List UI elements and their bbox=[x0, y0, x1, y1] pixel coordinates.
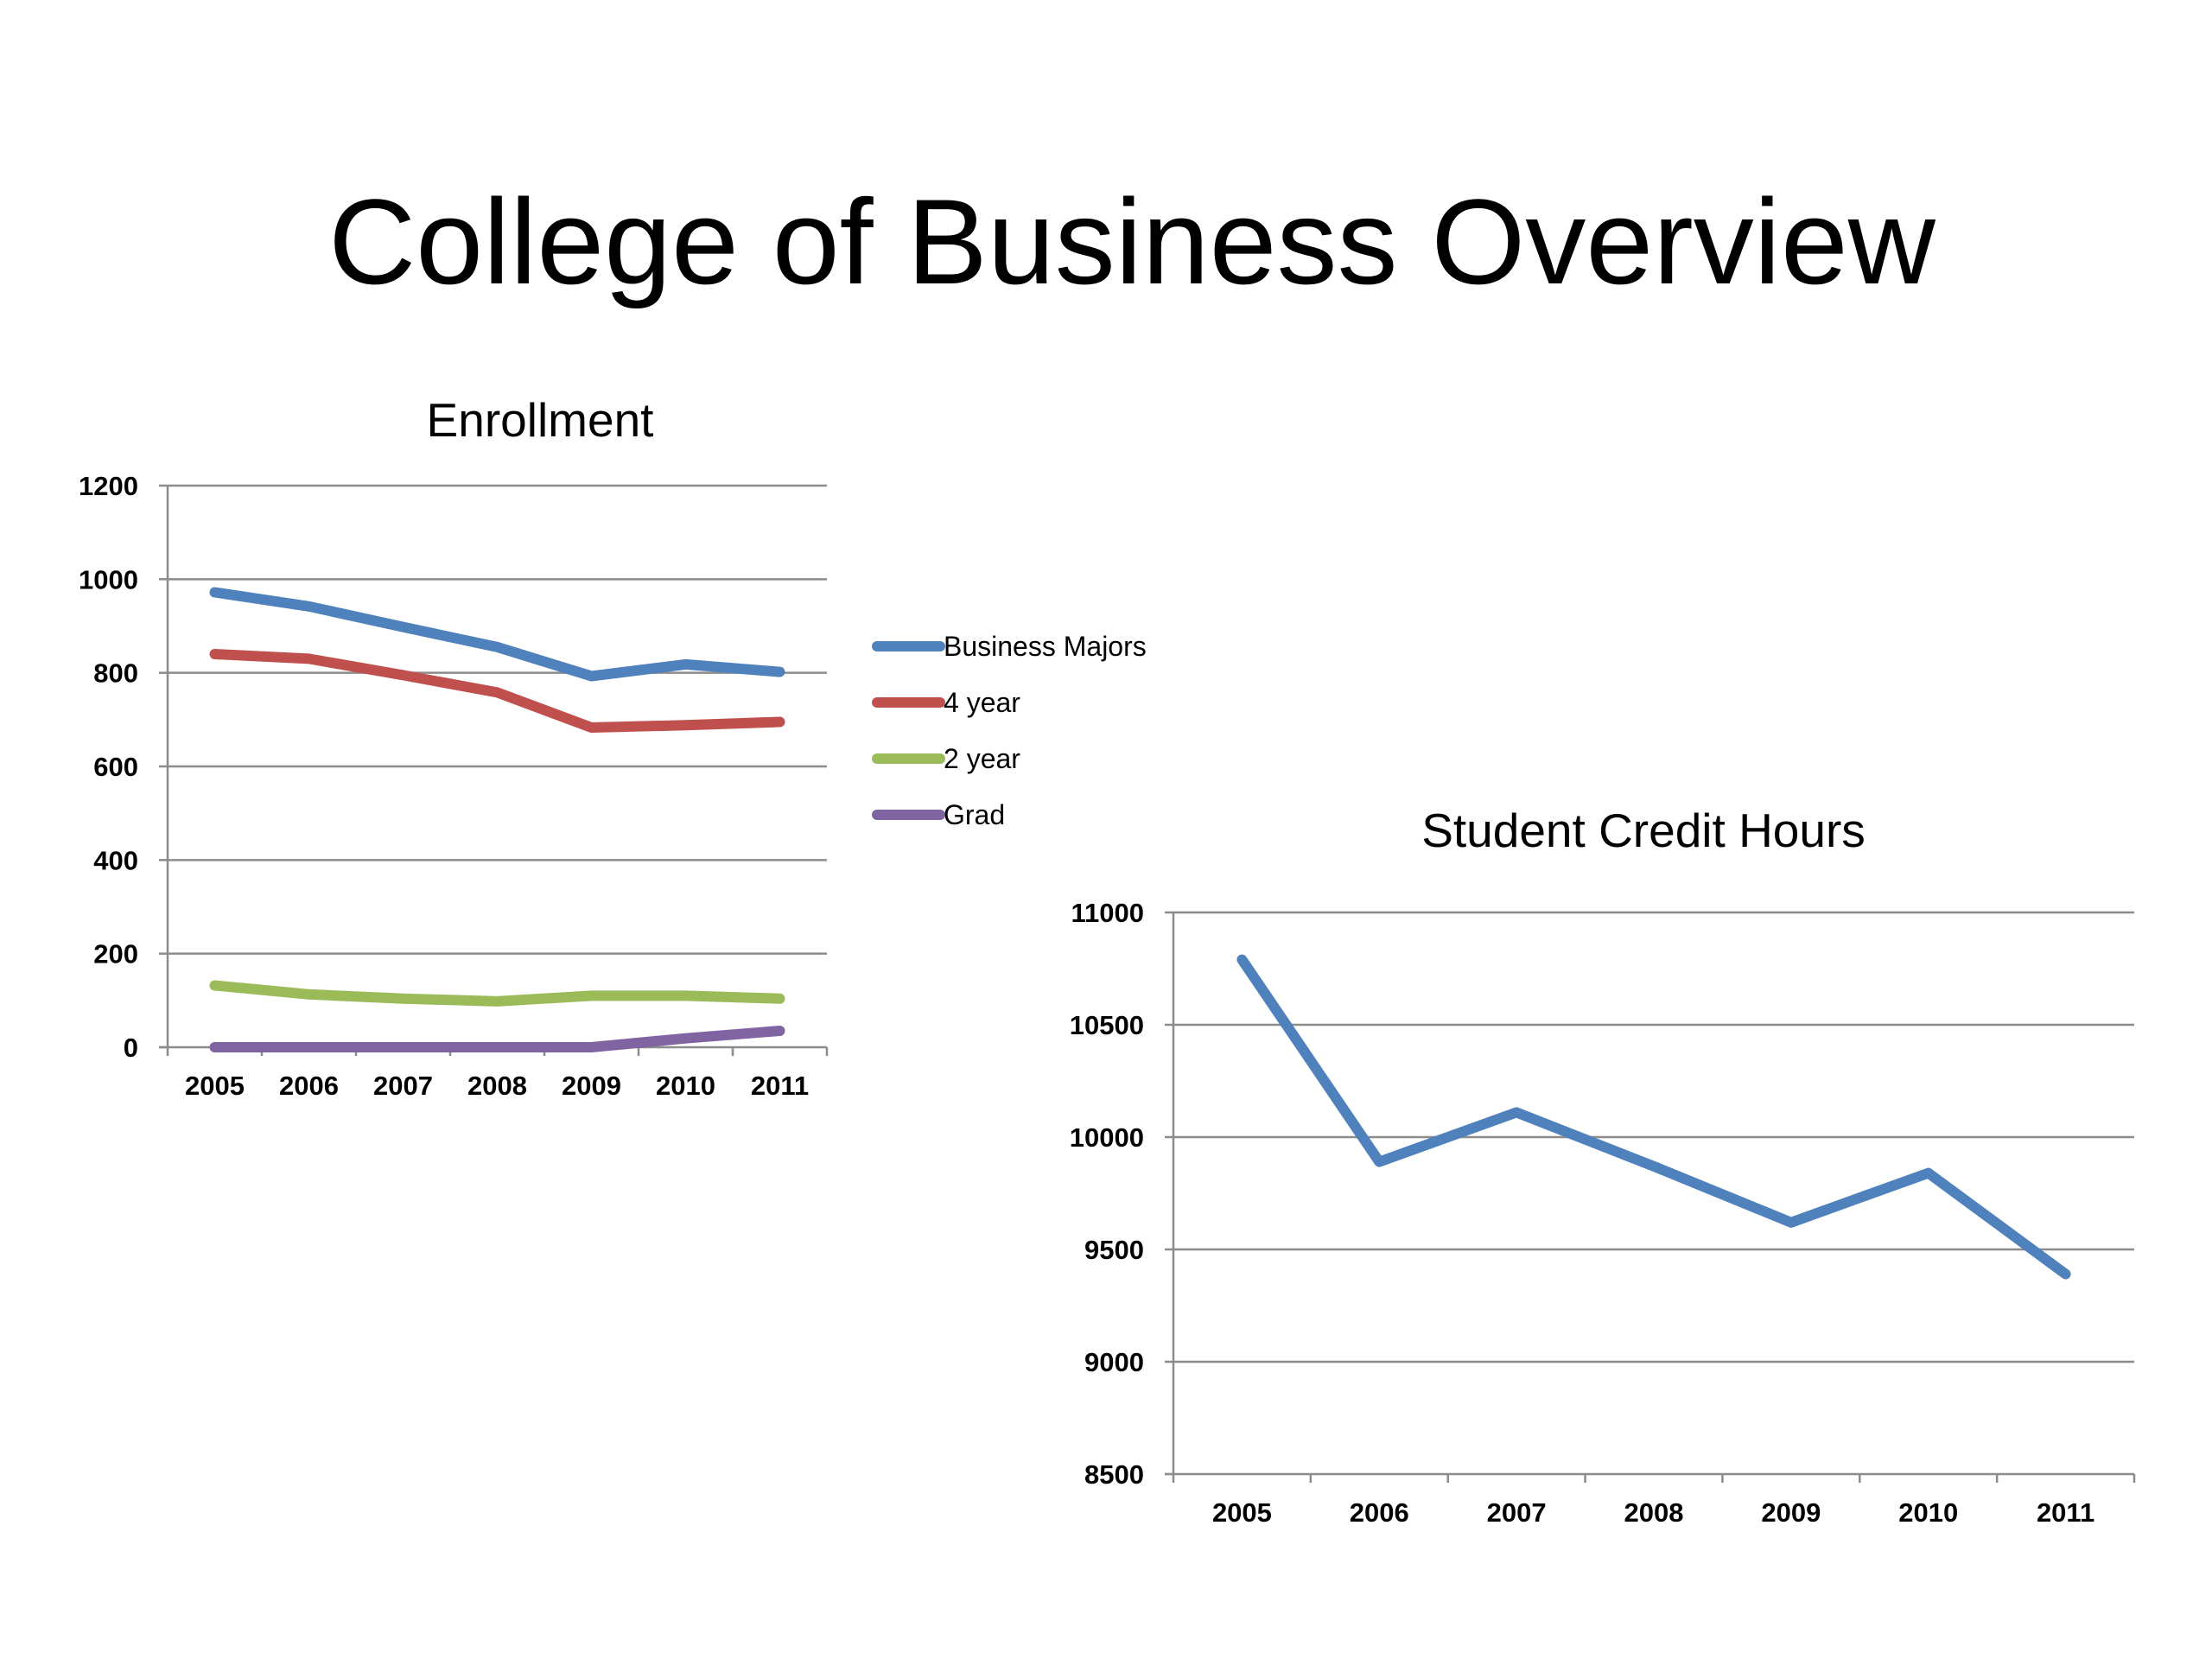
enrollment-x-tick-label: 2006 bbox=[279, 1071, 339, 1101]
enrollment-data-point bbox=[308, 658, 309, 659]
enrollment-data-point bbox=[403, 626, 404, 628]
enrollment-data-point bbox=[779, 998, 780, 1000]
legend-label-4-year: 4 year bbox=[944, 687, 1020, 718]
enrollment-data-point bbox=[403, 998, 404, 1000]
credit-hours-y-tick-label: 9000 bbox=[1084, 1347, 1144, 1377]
enrollment-data-point bbox=[779, 671, 780, 673]
credit-hours-y-tick-label: 8500 bbox=[1084, 1459, 1144, 1490]
credit-hours-x-tick-label: 2009 bbox=[1761, 1497, 1821, 1528]
enrollment-data-point bbox=[214, 592, 215, 593]
slide-title: College of Business Overview bbox=[328, 174, 1936, 309]
enrollment-data-point bbox=[308, 1046, 309, 1048]
enrollment-data-point bbox=[779, 1030, 780, 1032]
legend-label-2-year: 2 year bbox=[944, 743, 1020, 774]
enrollment-data-point bbox=[685, 995, 686, 996]
enrollment-data-point bbox=[214, 653, 215, 655]
enrollment-series-line-2-year bbox=[209, 980, 785, 1007]
credit-hours-y-tick-label: 11000 bbox=[1071, 898, 1145, 928]
enrollment-x-tick-label: 2010 bbox=[656, 1071, 715, 1101]
enrollment-data-point bbox=[685, 724, 686, 726]
enrollment-chart-title: Enrollment bbox=[427, 393, 654, 447]
enrollment-x-tick-label: 2007 bbox=[373, 1071, 433, 1101]
enrollment-y-tick-label: 1000 bbox=[79, 564, 138, 594]
credit-hours-x-tick-label: 2011 bbox=[2037, 1497, 2094, 1528]
enrollment-data-point bbox=[591, 995, 592, 996]
credit-hours-y-tick-label: 10000 bbox=[1070, 1122, 1144, 1153]
enrollment-x-tick-label: 2005 bbox=[185, 1071, 245, 1101]
enrollment-y-tick-label: 1200 bbox=[79, 471, 138, 501]
enrollment-data-point bbox=[308, 606, 309, 607]
enrollment-series-line-business-majors bbox=[209, 587, 785, 682]
enrollment-chart: Enrollment 0 200 400 600 800 1000 1200 2005 2006 2… bbox=[79, 393, 1147, 1101]
enrollment-y-tick-label: 600 bbox=[93, 752, 138, 782]
enrollment-y-tick-label: 400 bbox=[93, 845, 138, 875]
enrollment-data-point bbox=[685, 1038, 686, 1039]
credit-hours-x-tick-label: 2010 bbox=[1898, 1497, 1958, 1528]
enrollment-data-point bbox=[403, 1046, 404, 1048]
enrollment-x-tick-label: 2009 bbox=[562, 1071, 621, 1101]
credit-hours-x-tick-label: 2006 bbox=[1350, 1497, 1409, 1528]
enrollment-x-tick-label: 2008 bbox=[467, 1071, 527, 1101]
enrollment-data-point bbox=[403, 674, 404, 676]
credit-hours-x-tick-label: 2008 bbox=[1624, 1497, 1684, 1528]
credit-hours-y-tick-label: 9500 bbox=[1084, 1235, 1144, 1265]
enrollment-y-tick-label: 800 bbox=[93, 658, 138, 689]
credit-hours-chart: Student Credit Hours 8500 9000 9500 10000 105… bbox=[1070, 804, 2136, 1528]
enrollment-data-point bbox=[308, 994, 309, 995]
credit-hours-x-tick-label: 2005 bbox=[1212, 1497, 1272, 1528]
legend-label-business-majors: Business Majors bbox=[944, 631, 1147, 662]
enrollment-y-tick-label: 0 bbox=[124, 1033, 138, 1063]
credit-hours-data-point bbox=[1241, 959, 1243, 961]
credit-hours-x-tick-label: 2007 bbox=[1487, 1497, 1547, 1528]
enrollment-data-point bbox=[214, 985, 215, 986]
credit-hours-series-line-series bbox=[1236, 954, 2071, 1280]
enrollment-data-point bbox=[591, 1046, 592, 1048]
credit-hours-chart-title: Student Credit Hours bbox=[1421, 804, 1866, 857]
enrollment-data-point bbox=[497, 691, 498, 693]
enrollment-data-point bbox=[497, 646, 498, 648]
enrollment-data-point bbox=[591, 676, 592, 677]
credit-hours-y-tick-label: 10500 bbox=[1070, 1010, 1144, 1040]
credit-hours-data-point bbox=[1516, 1111, 1517, 1113]
enrollment-y-tick-label: 200 bbox=[93, 939, 138, 969]
credit-hours-data-point bbox=[1790, 1222, 1792, 1224]
enrollment-data-point bbox=[214, 1046, 215, 1048]
legend-label-grad: Grad bbox=[944, 799, 1005, 830]
credit-hours-data-point bbox=[1378, 1161, 1380, 1163]
enrollment-x-tick-label: 2011 bbox=[751, 1071, 809, 1101]
enrollment-series-line-grad bbox=[209, 1026, 785, 1052]
enrollment-data-point bbox=[779, 721, 780, 722]
enrollment-data-point bbox=[497, 1046, 498, 1048]
